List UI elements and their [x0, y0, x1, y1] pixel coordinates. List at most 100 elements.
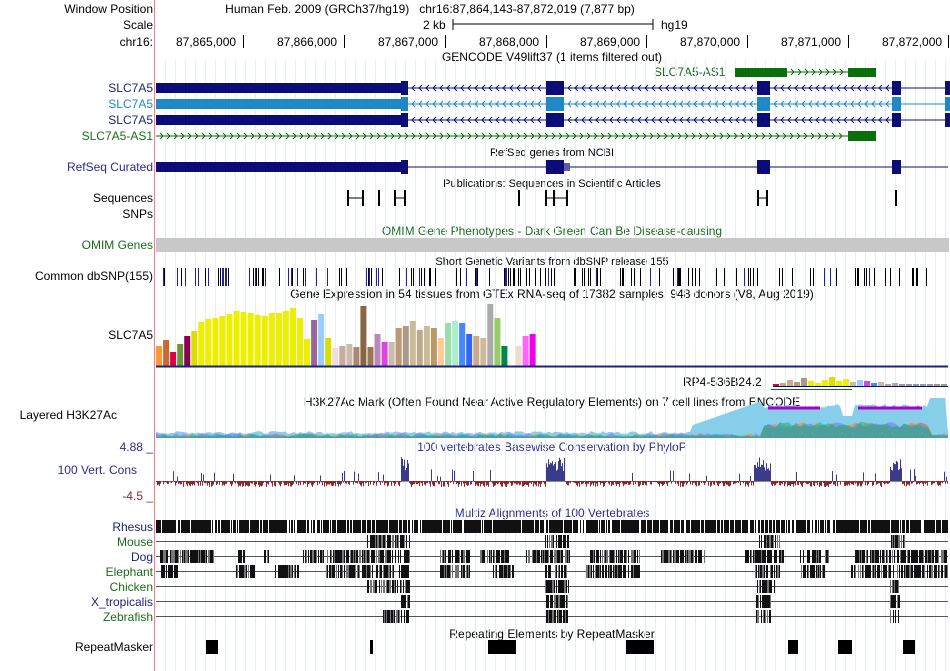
cons-bar: [616, 481, 617, 486]
gtex-label[interactable]: SLC7A5: [108, 328, 153, 342]
cons-bar: [687, 481, 688, 484]
as1-chevron: [712, 132, 717, 140]
multiz-block-2: [605, 550, 606, 563]
dbsnp-variant: [255, 268, 256, 286]
cons-bar: [331, 481, 332, 486]
dbsnp-variant: [855, 268, 856, 286]
multiz-block-2: [171, 550, 172, 563]
gencode-transcript-1-exon: [945, 81, 950, 95]
gencode-label-3[interactable]: SLC7A5: [108, 113, 153, 127]
multiz-block-1: [404, 535, 405, 548]
multiz-block-4: [545, 580, 546, 593]
multiz-block-2: [926, 550, 927, 563]
multiz-block-2: [545, 550, 546, 563]
cons-bar: [703, 481, 704, 483]
multiz-block-3: [330, 565, 331, 578]
cons-bar: [353, 481, 354, 485]
cons-bar: [246, 481, 247, 486]
multiz-block-1: [545, 535, 546, 548]
dbsnp-variant: [177, 268, 178, 286]
multiz-block-3: [854, 565, 855, 578]
multiz-rhesus-gap: [413, 520, 414, 533]
cons-bar: [750, 476, 751, 481]
multiz-block-3: [357, 565, 358, 578]
multiz-chicken-label[interactable]: Chicken: [109, 580, 153, 594]
cons-bar: [779, 481, 780, 485]
gtex-tissue-bar: [226, 314, 233, 366]
cons-bar: [876, 481, 877, 485]
tick-label-4: 87,868,000: [479, 35, 540, 49]
cons-bar: [897, 462, 898, 481]
multiz-block-4: [774, 580, 775, 593]
multiz-elephant-label[interactable]: Elephant: [105, 565, 153, 579]
pub-seq-mark: [757, 190, 759, 206]
dbsnp-variant: [857, 268, 858, 286]
gencode-label-2[interactable]: SLC7A5: [108, 97, 153, 111]
cons-bar: [925, 481, 926, 485]
as1-chevron: [754, 132, 759, 140]
multiz-block-3: [376, 565, 377, 578]
multiz-block-2: [591, 550, 592, 563]
multiz-block-2: [407, 550, 408, 563]
multiz-block-5: [403, 595, 404, 608]
cons-bar: [673, 470, 674, 481]
multiz-block-3: [616, 565, 617, 578]
gencode-as1-label[interactable]: SLC7A5-AS1: [654, 65, 726, 79]
cons-bar: [208, 481, 209, 484]
as1-chevron: [565, 132, 570, 140]
gencode-label-1[interactable]: SLC7A5: [108, 81, 153, 95]
multiz-block-2: [312, 550, 313, 563]
cons-bar: [358, 473, 359, 481]
multiz-rhesus-gap: [402, 520, 403, 533]
multiz-mouse-label[interactable]: Mouse: [116, 535, 153, 549]
multiz-block-3: [499, 565, 500, 578]
cons-bar: [635, 481, 636, 484]
multiz-dog-label[interactable]: Dog: [130, 550, 153, 564]
multiz-zebrafish-label[interactable]: Zebrafish: [102, 610, 153, 624]
multiz-block-2: [662, 550, 663, 563]
multiz-block-3: [863, 565, 864, 578]
cons-bar: [638, 481, 639, 487]
dbsnp-variant: [226, 268, 227, 286]
cons-label[interactable]: 100 Vert. Cons: [57, 463, 137, 477]
multiz-block-1: [556, 535, 557, 548]
refseq-label[interactable]: RefSeq Curated: [66, 160, 153, 174]
cons-bar: [933, 481, 934, 484]
multiz-block-4: [890, 580, 891, 593]
multiz-rhesus-gap: [295, 520, 296, 533]
pub-snps-label[interactable]: SNPs: [122, 207, 153, 221]
gencode-transcript-2-exon: [757, 97, 770, 111]
cons-bar: [189, 481, 190, 486]
publications-label[interactable]: Sequences: [92, 191, 153, 205]
multiz-rhesus-gap: [190, 520, 191, 533]
multiz-block-2: [386, 550, 387, 563]
gencode-transcript-1-chevron: [749, 84, 754, 92]
gencode-transcript-2-chevron: [488, 100, 493, 108]
multiz-block-5: [567, 595, 568, 608]
dbsnp-label[interactable]: Common dbSNP(155): [34, 269, 153, 283]
cons-bar: [482, 481, 483, 484]
rmsk-label[interactable]: RepeatMasker: [74, 640, 153, 654]
multiz-rhesus-label[interactable]: Rhesus: [112, 520, 153, 534]
as1-chevron: [446, 132, 451, 140]
cons-bar: [902, 481, 903, 485]
omim-label[interactable]: OMIM Genes: [81, 238, 153, 252]
multiz-block-4: [895, 580, 896, 593]
gencode-label-4[interactable]: SLC7A5-AS1: [81, 129, 153, 143]
multiz-block-3: [469, 565, 470, 578]
as1-chevron: [642, 132, 647, 140]
multiz-block-2: [876, 550, 877, 563]
multiz-block-5: [757, 595, 758, 608]
as1-chevron: [824, 132, 829, 140]
cons-bar: [830, 481, 831, 484]
cons-bar: [814, 481, 815, 487]
cons-bar: [864, 481, 865, 482]
cons-bar: [737, 481, 738, 483]
multiz-block-3: [331, 565, 332, 578]
multiz-xtropicalis-label[interactable]: X_tropicalis: [90, 595, 153, 609]
h3k27ac-label[interactable]: Layered H3K27Ac: [19, 408, 117, 422]
multiz-block-3: [868, 565, 869, 578]
multiz-rhesus-gap: [723, 520, 724, 533]
gtex-second-gene[interactable]: RP4-536B24.2: [683, 375, 762, 389]
